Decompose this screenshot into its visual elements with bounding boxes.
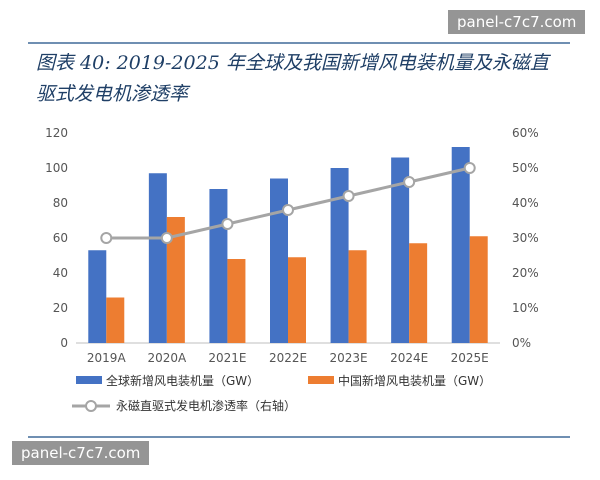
penetration-line <box>100 162 476 244</box>
penetration-point <box>100 232 113 244</box>
legend-label-penetration: 永磁直驱式发电机渗透率（右轴） <box>116 398 296 413</box>
china-bar <box>348 250 367 343</box>
legend-label-china: 中国新增风电装机量（GW） <box>338 373 491 388</box>
penetration-point <box>282 204 294 216</box>
china-bar <box>469 236 488 343</box>
y-left-tick-label: 80 <box>53 196 68 210</box>
x-tick-label: 2024E <box>390 351 428 365</box>
china-bar <box>166 217 185 343</box>
x-tick-label: 2019A <box>87 351 127 365</box>
y-left-tick-label: 60 <box>53 231 68 245</box>
legend-label-global: 全球新增风电装机量（GW） <box>106 373 259 388</box>
watermark-top: panel-c7c7.com <box>448 10 586 34</box>
axes: 0 20 40 60 80 100 120 0% 10% 20% 30% 40% 50% 60% 2019A… <box>45 126 539 365</box>
y-left-tick-label: 120 <box>45 126 68 140</box>
bars <box>88 147 488 343</box>
legend-swatch-china <box>308 376 334 384</box>
china-bar <box>409 243 428 343</box>
y-right-tick-label: 60% <box>512 126 539 140</box>
y-left-tick-label: 40 <box>53 266 68 280</box>
y-left-tick-label: 20 <box>53 301 68 315</box>
x-tick-label: 2025E <box>451 351 489 365</box>
penetration-point <box>463 162 476 174</box>
chart-title: 图表 40: 2019-2025 年全球及我国新增风电装机量及永磁直驱式发电机渗… <box>36 52 549 105</box>
y-right-tick-label: 40% <box>512 196 539 210</box>
penetration-point <box>403 176 416 188</box>
footer-rule <box>28 436 570 438</box>
x-tick-label: 2022E <box>269 351 307 365</box>
y-right-tick-label: 0% <box>512 336 531 350</box>
global-bar <box>148 173 167 343</box>
china-bar <box>227 259 246 343</box>
china-bar <box>288 257 306 343</box>
x-tick-label: 2021E <box>208 351 246 365</box>
global-bar <box>270 178 288 343</box>
global-bar <box>451 147 470 343</box>
legend: 全球新增风电装机量（GW） 中国新增风电装机量（GW） 永磁直驱式发电机渗透率（右轴… <box>72 373 491 413</box>
y-right-tick-label: 20% <box>512 266 539 280</box>
watermark-bottom: panel-c7c7.com <box>12 441 150 465</box>
penetration-point <box>160 232 173 244</box>
y-left-tick-label: 100 <box>45 161 68 175</box>
global-bar <box>330 168 349 343</box>
y-right-tick-label: 10% <box>512 301 539 315</box>
header-rule <box>28 42 570 44</box>
x-tick-label: 2023E <box>330 351 368 365</box>
y-left-tick-label: 0 <box>60 336 68 350</box>
penetration-point <box>221 218 234 230</box>
china-bar <box>106 297 125 343</box>
global-bar <box>88 250 107 343</box>
legend-swatch-global <box>76 376 102 384</box>
global-bar <box>209 189 228 343</box>
x-tick-label: 2020A <box>147 351 187 365</box>
global-bar <box>391 157 410 343</box>
legend-marker-penetration <box>85 400 97 412</box>
y-right-tick-label: 50% <box>512 161 539 175</box>
penetration-point <box>342 190 355 202</box>
y-right-tick-label: 30% <box>512 231 539 245</box>
